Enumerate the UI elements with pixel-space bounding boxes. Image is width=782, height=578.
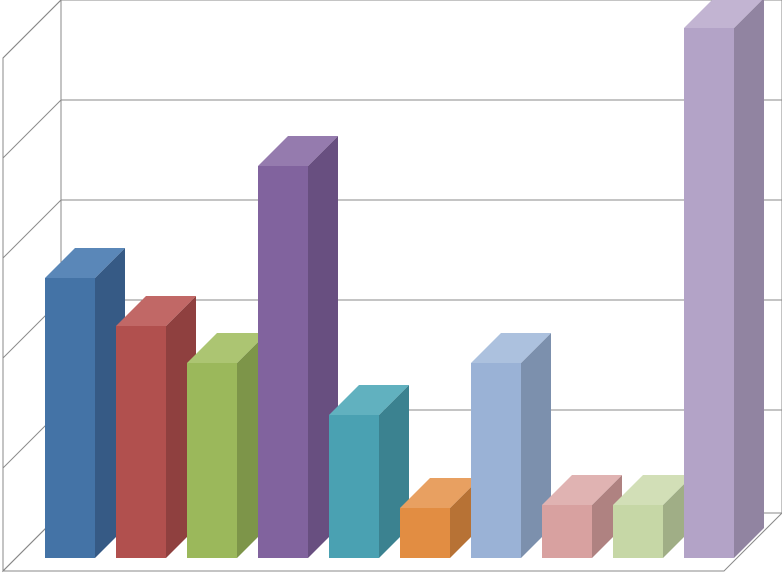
chart-canvas	[0, 0, 782, 578]
bar-chart-3d	[0, 0, 782, 578]
